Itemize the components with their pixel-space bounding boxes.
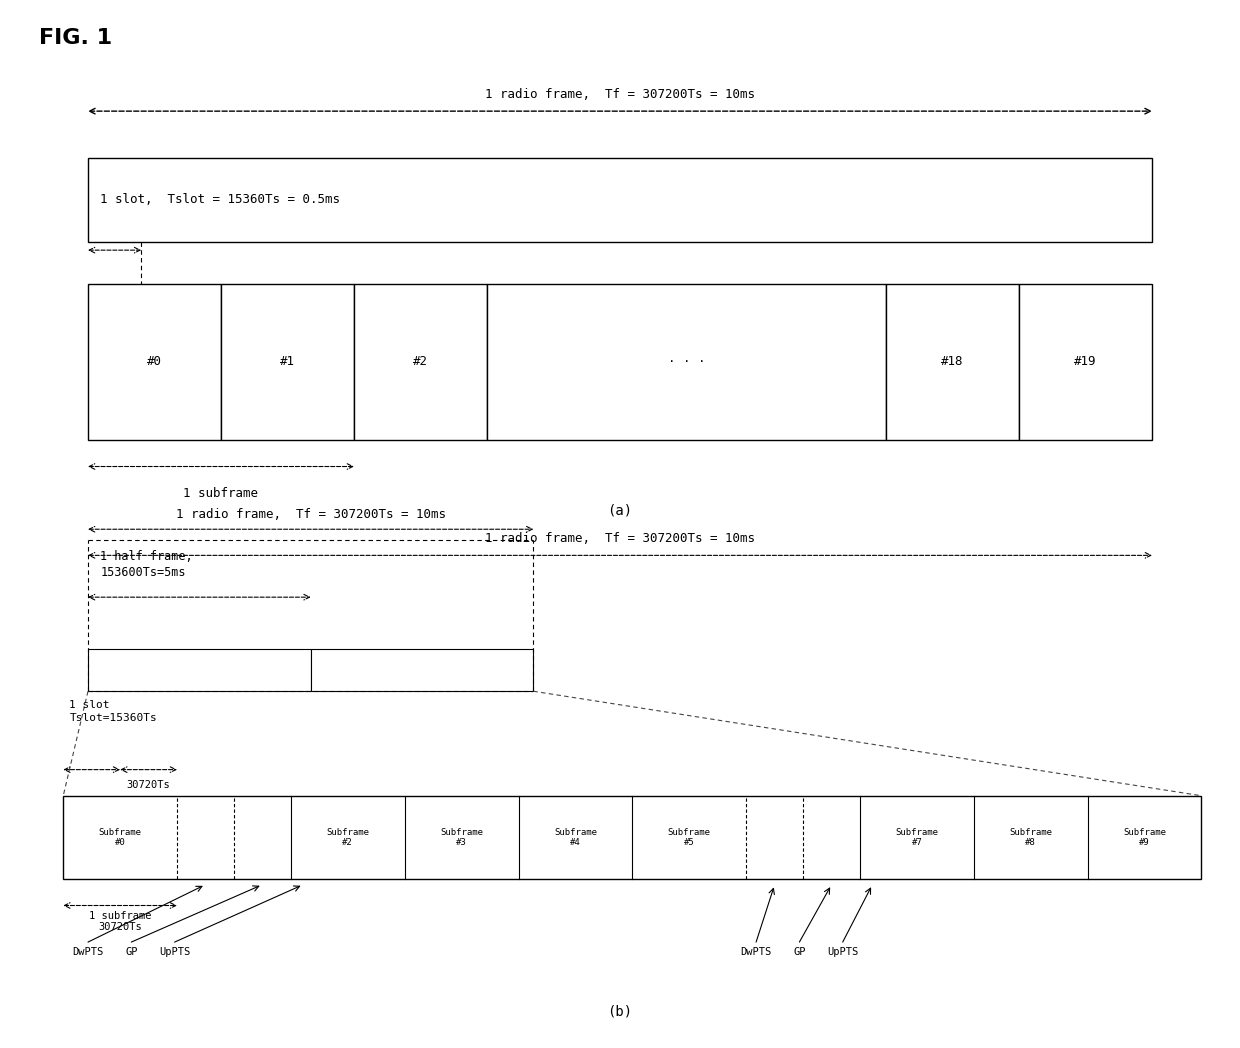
Bar [88,284,221,440]
Text: Subframe
#7: Subframe #7 [895,828,939,847]
Text: #18: #18 [941,355,963,369]
Text: DwPTS: DwPTS [72,947,104,957]
Text: UpPTS: UpPTS [827,947,858,957]
Text: Subframe
#5: Subframe #5 [668,828,711,847]
Text: 30720Ts: 30720Ts [126,780,170,790]
Bar [1019,284,1152,440]
Text: Subframe
#9: Subframe #9 [1123,828,1166,847]
Bar [353,284,487,440]
Text: Subframe
#2: Subframe #2 [326,828,370,847]
Text: FIG. 1: FIG. 1 [38,27,112,47]
Text: 1 radio frame,  Tf = 307200Ts = 10ms: 1 radio frame, Tf = 307200Ts = 10ms [176,508,445,521]
Text: Subframe
#4: Subframe #4 [554,828,596,847]
Text: Subframe
#0: Subframe #0 [99,828,141,847]
Bar [887,284,1019,440]
Text: #19: #19 [1074,355,1096,369]
Text: 1 slot,  Tslot = 15360Ts = 0.5ms: 1 slot, Tslot = 15360Ts = 0.5ms [100,194,340,206]
Text: UpPTS: UpPTS [159,947,190,957]
Bar [88,158,1152,242]
Text: GP: GP [794,947,806,957]
Bar [88,650,311,692]
Text: Subframe
#3: Subframe #3 [440,828,484,847]
Text: 1 slot
Tslot=15360Ts: 1 slot Tslot=15360Ts [69,700,157,722]
Text: (b): (b) [608,1005,632,1019]
Text: #0: #0 [148,355,162,369]
Bar [221,284,353,440]
Text: #2: #2 [413,355,428,369]
Bar [487,284,887,440]
Text: 1 subframe: 1 subframe [184,487,258,500]
Text: #1: #1 [280,355,295,369]
Text: (a): (a) [608,503,632,517]
Bar [311,650,533,692]
Bar [63,795,1202,879]
Text: Subframe
#8: Subframe #8 [1009,828,1053,847]
Text: 1 radio frame,  Tf = 307200Ts = 10ms: 1 radio frame, Tf = 307200Ts = 10ms [485,88,755,101]
Text: DwPTS: DwPTS [740,947,771,957]
Text: 1 radio frame,  Tf = 307200Ts = 10ms: 1 radio frame, Tf = 307200Ts = 10ms [485,532,755,545]
Text: · · ·: · · · [668,355,706,369]
Text: GP: GP [125,947,138,957]
Text: 1 half frame,
153600Ts=5ms: 1 half frame, 153600Ts=5ms [100,550,193,580]
Text: 1 subframe
30720Ts: 1 subframe 30720Ts [89,911,151,933]
